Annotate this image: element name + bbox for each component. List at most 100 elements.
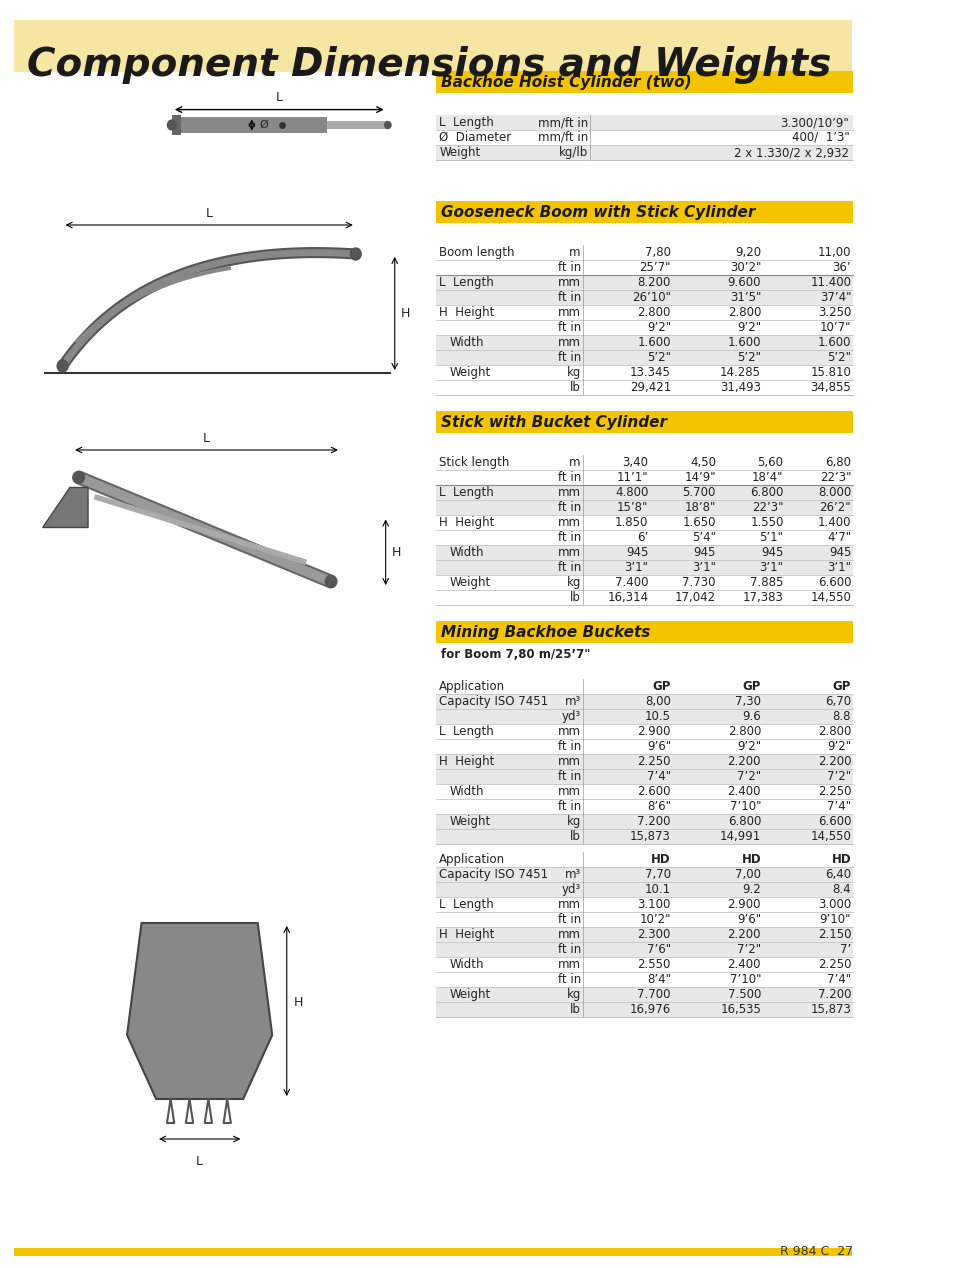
Text: 7’10": 7’10" [729, 973, 760, 987]
Text: Width: Width [450, 959, 484, 971]
Text: Application: Application [438, 680, 505, 694]
Text: 36’: 36’ [832, 261, 850, 274]
Bar [436, 768, 852, 784]
Text: 3’1": 3’1" [691, 560, 716, 574]
Text: 2.150: 2.150 [817, 928, 850, 941]
Bar [436, 484, 852, 500]
Text: Boom length: Boom length [438, 246, 515, 259]
Text: 3’1": 3’1" [826, 560, 850, 574]
Bar [436, 530, 852, 545]
Text: H  Height: H Height [438, 928, 494, 941]
Text: 7,30: 7,30 [735, 695, 760, 708]
Text: 5.700: 5.700 [682, 486, 716, 500]
Text: mm: mm [558, 785, 580, 798]
Text: yd³: yd³ [561, 710, 580, 723]
Text: 7.200: 7.200 [817, 988, 850, 1000]
Text: 2.600: 2.600 [637, 785, 670, 798]
Text: 7’2": 7’2" [736, 943, 760, 956]
Text: 3,40: 3,40 [621, 456, 648, 469]
Text: m³: m³ [564, 695, 580, 708]
Bar [436, 275, 852, 290]
Text: 14,550: 14,550 [809, 591, 850, 604]
Text: 7’6": 7’6" [646, 943, 670, 956]
Text: ft in: ft in [557, 321, 580, 333]
Text: Weight: Weight [450, 366, 491, 379]
Text: 1.650: 1.650 [681, 516, 716, 529]
Text: L: L [206, 207, 213, 221]
Bar [436, 754, 852, 768]
Text: mm: mm [558, 486, 580, 500]
Text: 7’2": 7’2" [826, 770, 850, 784]
Text: 2.250: 2.250 [637, 754, 670, 768]
Text: 31’5": 31’5" [729, 290, 760, 304]
Text: 10.5: 10.5 [644, 710, 670, 723]
Text: GP: GP [652, 680, 670, 694]
Text: 16,314: 16,314 [607, 591, 648, 604]
Text: Ø: Ø [259, 120, 268, 131]
Text: 37’4": 37’4" [819, 290, 850, 304]
Bar [436, 290, 852, 306]
Text: 13.345: 13.345 [629, 366, 670, 379]
Bar [176, 117, 326, 133]
Text: 2.200: 2.200 [727, 928, 760, 941]
Bar [436, 678, 852, 694]
Text: 7’2": 7’2" [736, 770, 760, 784]
Text: 26’2": 26’2" [819, 501, 850, 514]
Text: 11’1": 11’1" [617, 470, 648, 484]
Text: H  Height: H Height [438, 754, 494, 768]
Text: HD: HD [831, 853, 850, 866]
Text: yd³: yd³ [561, 883, 580, 896]
Text: 34,855: 34,855 [810, 380, 850, 394]
Text: ft in: ft in [557, 501, 580, 514]
Bar [436, 942, 852, 957]
Text: 945: 945 [693, 547, 716, 559]
Text: 14,991: 14,991 [720, 831, 760, 843]
Text: H: H [400, 307, 410, 320]
Text: 7.400: 7.400 [615, 576, 648, 590]
Text: 8.000: 8.000 [817, 486, 850, 500]
Text: Capacity ISO 7451: Capacity ISO 7451 [438, 869, 548, 881]
Text: 2.200: 2.200 [727, 754, 760, 768]
Text: ft in: ft in [557, 741, 580, 753]
Text: ft in: ft in [557, 973, 580, 987]
Text: Mining Backhoe Buckets: Mining Backhoe Buckets [440, 625, 650, 639]
Text: lb: lb [569, 831, 580, 843]
Text: 9.6: 9.6 [741, 710, 760, 723]
Text: 9,20: 9,20 [734, 246, 760, 259]
Text: 11.400: 11.400 [809, 276, 850, 289]
Text: H: H [294, 997, 303, 1009]
Bar [436, 739, 852, 754]
Text: 8.4: 8.4 [832, 883, 850, 896]
Text: 7’4": 7’4" [826, 973, 850, 987]
Bar [436, 131, 852, 145]
Bar [172, 115, 180, 134]
Text: 4,50: 4,50 [689, 456, 716, 469]
Text: 1.550: 1.550 [749, 516, 782, 529]
Text: 6,80: 6,80 [824, 456, 850, 469]
Bar [436, 799, 852, 814]
Bar [436, 202, 852, 223]
Text: ft in: ft in [557, 560, 580, 574]
Text: 14’9": 14’9" [683, 470, 716, 484]
Text: 25’7": 25’7" [639, 261, 670, 274]
Text: 2.900: 2.900 [637, 725, 670, 738]
Text: 9’6": 9’6" [646, 741, 670, 753]
Text: 16,535: 16,535 [720, 1003, 760, 1016]
Text: ft in: ft in [557, 800, 580, 813]
Text: L: L [275, 90, 282, 104]
Text: 2.400: 2.400 [727, 785, 760, 798]
Text: Capacity ISO 7451: Capacity ISO 7451 [438, 695, 548, 708]
Text: 14.285: 14.285 [720, 366, 760, 379]
Text: R 984 C  27: R 984 C 27 [780, 1245, 852, 1258]
Text: kg/lb: kg/lb [558, 146, 587, 158]
Text: 7,80: 7,80 [644, 246, 670, 259]
Text: 8.8: 8.8 [832, 710, 850, 723]
Circle shape [325, 576, 335, 587]
Text: mm: mm [558, 547, 580, 559]
Text: L: L [196, 1155, 203, 1168]
Text: 30’2": 30’2" [729, 261, 760, 274]
Text: 2.800: 2.800 [727, 725, 760, 738]
Text: L  Length: L Length [438, 898, 494, 910]
Text: m³: m³ [564, 869, 580, 881]
Circle shape [57, 360, 68, 372]
